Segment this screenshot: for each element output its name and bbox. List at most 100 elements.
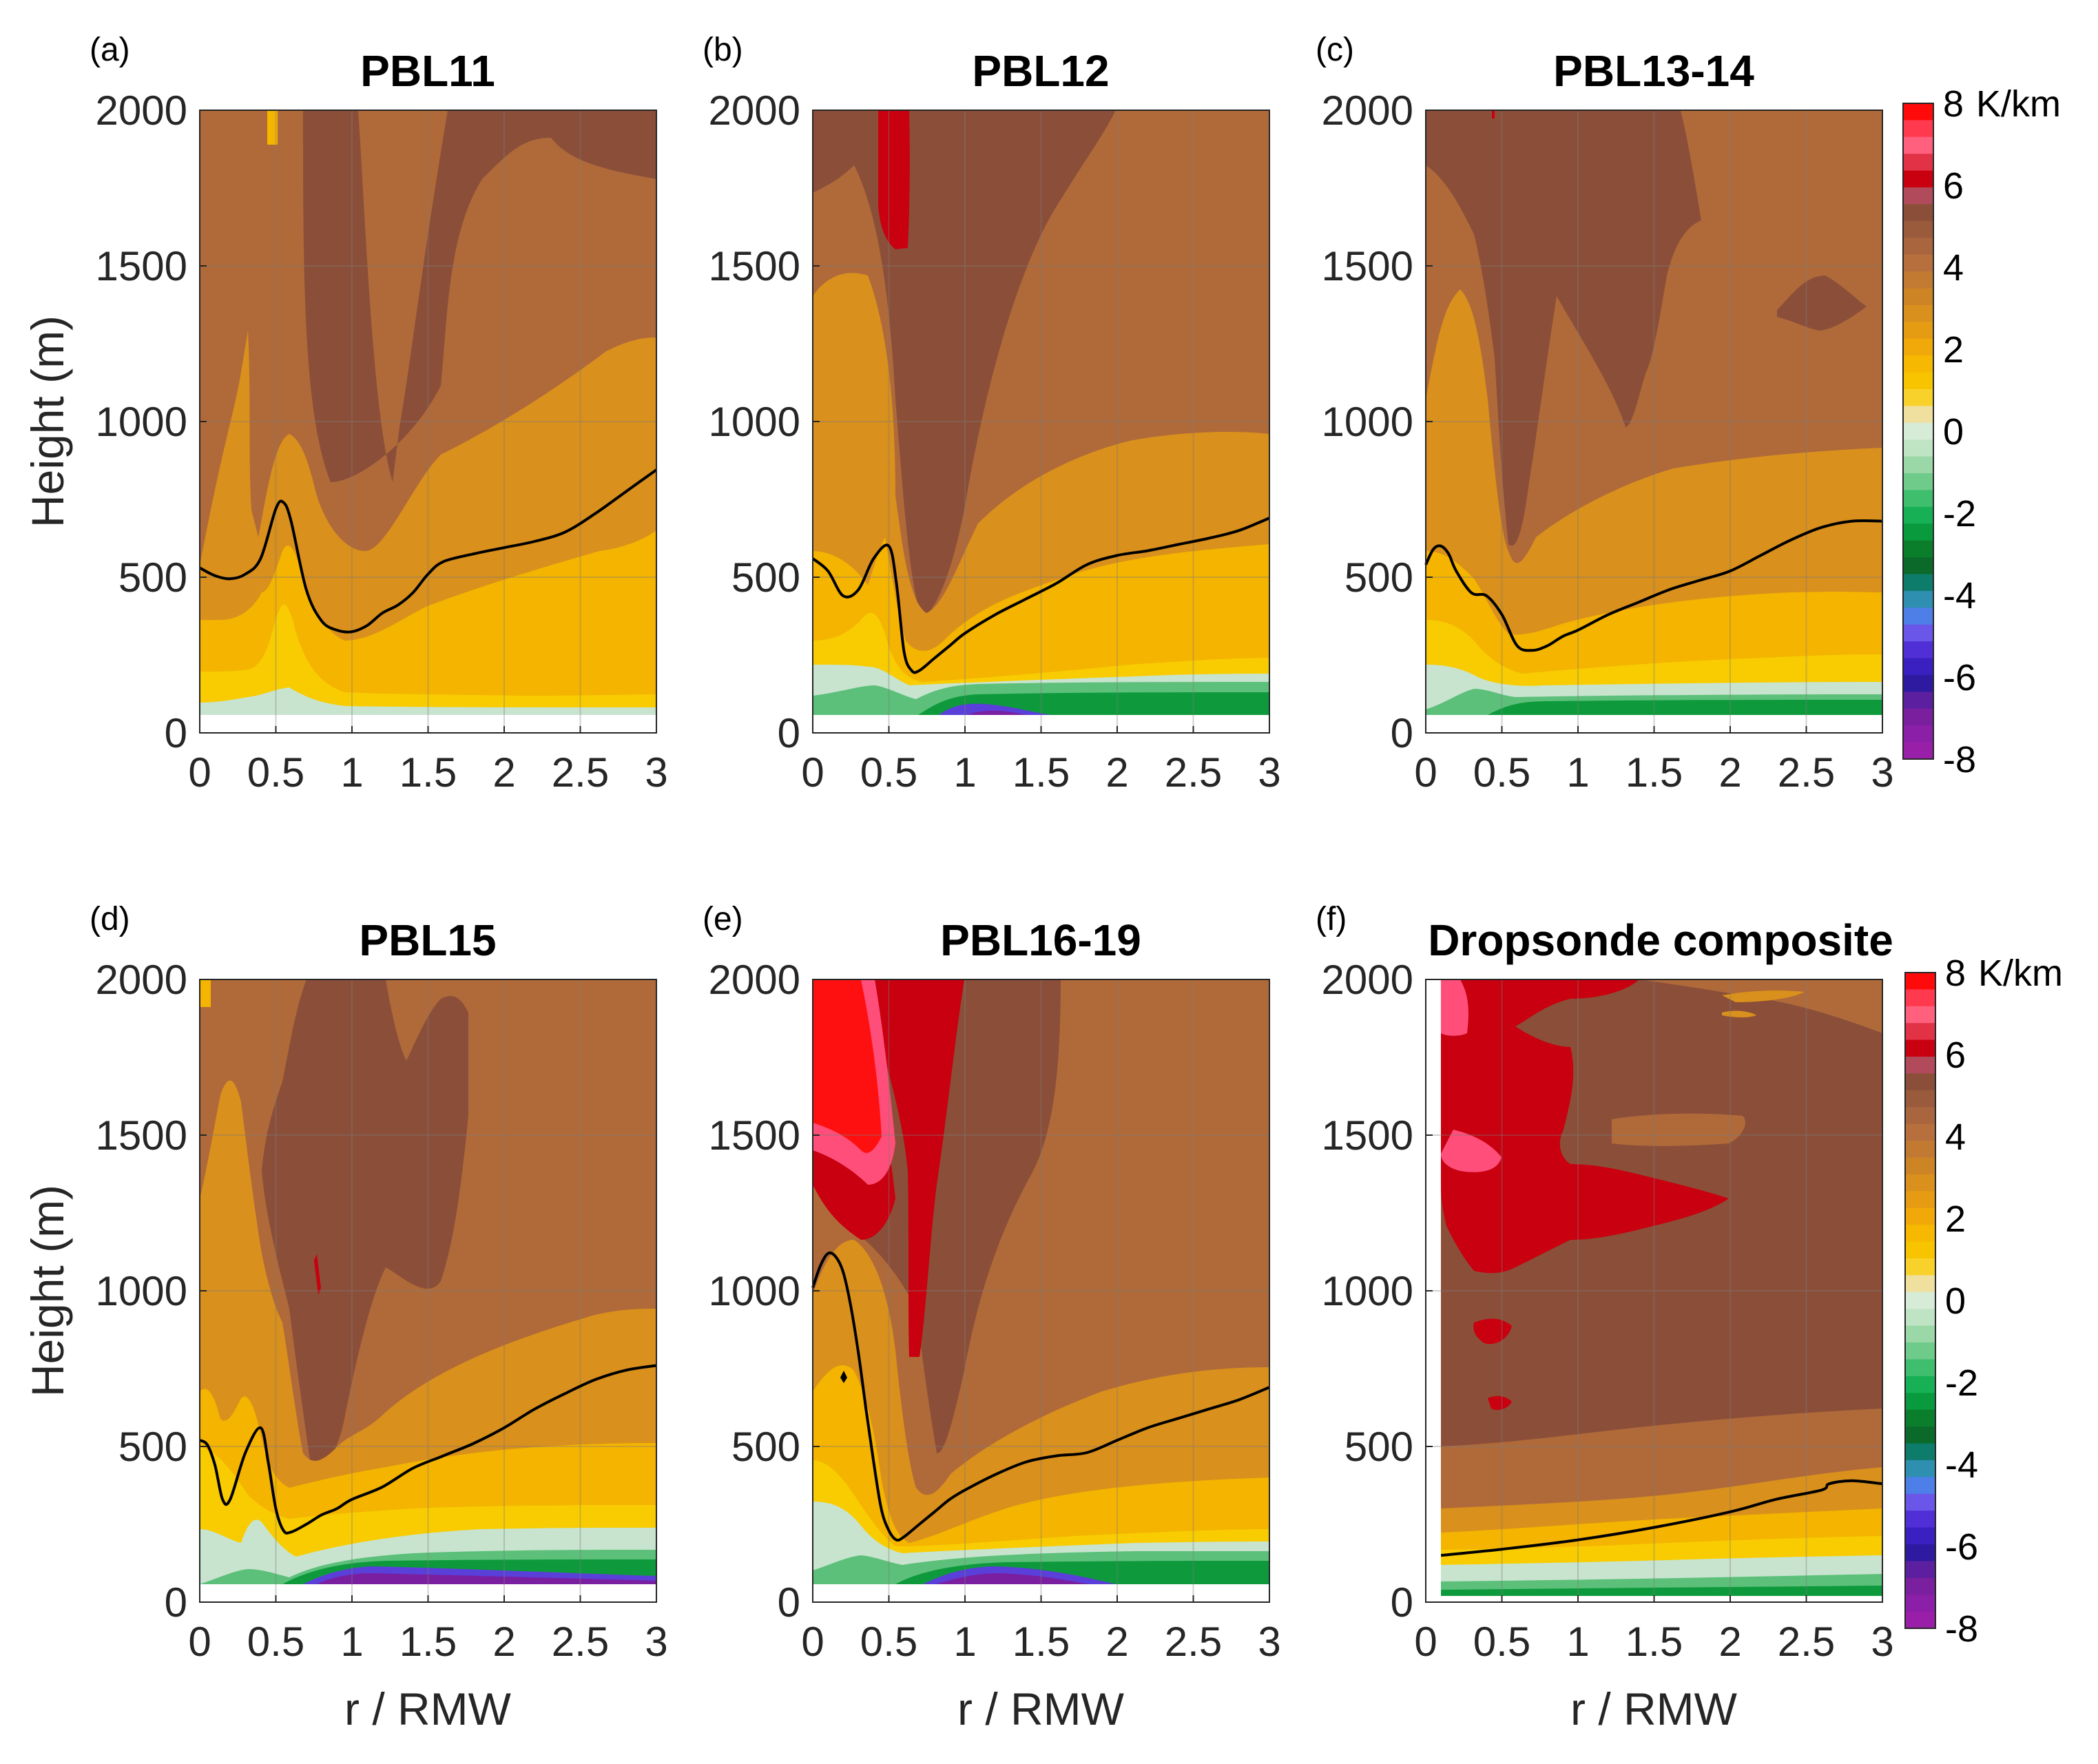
panel-e-zero-isoline <box>811 1251 1270 1542</box>
panel-a-zero-isoline <box>199 468 658 634</box>
panel-e-xtick-label-3: 1.5 <box>1012 1619 1070 1665</box>
colorbar-1-swatch-5 <box>1905 1057 1935 1075</box>
panel-b-xtick-label-5: 2.5 <box>1165 749 1222 796</box>
panel-b-zero-isoline <box>811 517 1270 674</box>
colorbar-0-frame <box>1902 103 1934 760</box>
panel-d-ytick-label-4: 2000 <box>96 957 187 1003</box>
colorbar-0-swatch-27 <box>1903 557 1933 575</box>
panel-c-ytick-label-0: 0 <box>1391 710 1413 756</box>
colorbar-top: 8 6 4 2 0 -2 -4 -6 -8 K/km <box>1902 83 2061 780</box>
colorbar-0-tick-label-4: 0 <box>1943 411 1964 453</box>
panel-b-very-negative-region <box>964 710 1061 716</box>
panel-c-xtick-label-2: 1 <box>1566 749 1589 796</box>
colorbar-bottom: 8 6 4 2 0 -2 -4 -6 -8 K/km <box>1904 953 2063 1650</box>
panel-d-xtick-label-3: 1.5 <box>399 1619 457 1665</box>
panel-e-xtick-label-6: 3 <box>1258 1619 1280 1665</box>
colorbar-0-swatch-33 <box>1903 658 1933 676</box>
panel-d-warm-sliver <box>314 1254 321 1295</box>
panel-d-warm-corner <box>200 979 211 1007</box>
colorbar-1-swatch-37 <box>1905 1595 1935 1612</box>
colorbar-0-swatch-12 <box>1903 304 1933 322</box>
colorbar-0-swatch-30 <box>1903 608 1933 625</box>
panel-d-ticks: 0 0.5 1 1.5 2 2.5 3 0 500 1000 1500 2000 <box>96 957 668 1665</box>
colorbar-1-tick-label-4: 0 <box>1945 1280 1966 1322</box>
panel-b: 0 0.5 1 1.5 2 2.5 3 0 500 1000 1500 2000 PBL12 (b) <box>703 32 1281 796</box>
panel-f-ytick-label-4: 2000 <box>1322 957 1413 1003</box>
panel-b-xtick-label-6: 3 <box>1258 749 1280 796</box>
colorbar-1-swatch-17 <box>1905 1258 1935 1276</box>
panel-f-mid-band-lobe <box>1612 1113 1745 1146</box>
panel-e-xtick-label-1: 0.5 <box>860 1619 917 1665</box>
x-axis-label-e: r / RMW <box>957 1683 1125 1734</box>
colorbar-0-swatch-24 <box>1903 506 1933 524</box>
colorbar-1-swatch-6 <box>1905 1073 1935 1091</box>
panel-a-ytick-label-2: 1000 <box>96 399 187 445</box>
panel-d-letter: (d) <box>90 901 130 937</box>
colorbar-1-swatch-26 <box>1905 1409 1935 1427</box>
colorbar-0-swatch-38 <box>1903 742 1933 760</box>
panel-e-xtick-label-5: 2.5 <box>1165 1619 1222 1665</box>
panel-f-orange-wisp-2 <box>1722 1010 1756 1017</box>
panel-b-ticks: 0 0.5 1 1.5 2 2.5 3 0 500 1000 1500 2000 <box>709 87 1281 796</box>
panel-e-ticks: 0 0.5 1 1.5 2 2.5 3 0 500 1000 1500 2000 <box>709 957 1281 1665</box>
panel-e-xtick-label-4: 2 <box>1105 1619 1128 1665</box>
colorbar-1-tick-label-6: -4 <box>1945 1444 1978 1486</box>
panel-e-ytick-label-0: 0 <box>778 1579 800 1626</box>
panel-f: 0 0.5 1 1.5 2 2.5 3 0 500 1000 1500 2000 Dropsonde … <box>1316 901 1894 1665</box>
colorbar-1-tick-label-2: 4 <box>1945 1117 1966 1158</box>
colorbar-0-swatch-35 <box>1903 692 1933 709</box>
panel-d-xtick-label-6: 3 <box>645 1619 667 1665</box>
panel-a-field <box>200 110 656 733</box>
colorbar-0-swatch-4 <box>1903 170 1933 188</box>
panel-c-letter: (c) <box>1316 32 1354 68</box>
panel-f-xtick-label-5: 2.5 <box>1778 1619 1835 1665</box>
panel-f-red-blob-1 <box>1473 1318 1512 1345</box>
panel-e-xtick-label-2: 1 <box>953 1619 976 1665</box>
x-axis-label-f: r / RMW <box>1570 1683 1738 1734</box>
panel-f-zero-isoline <box>1440 1479 1883 1557</box>
panel-e-title: PBL16-19 <box>940 915 1141 965</box>
y-axis-label-bottom: Height (m) <box>22 1185 73 1397</box>
panel-c-ytick-label-2: 1000 <box>1322 399 1413 445</box>
panel-a-xtick-label-1: 0.5 <box>247 749 304 796</box>
colorbar-0-swatch-6 <box>1903 204 1933 222</box>
panel-f-xtick-label-2: 1 <box>1566 1619 1589 1665</box>
panel-a-warm-spot <box>267 110 278 145</box>
colorbar-0-swatch-2 <box>1903 136 1933 154</box>
colorbar-0-swatch-11 <box>1903 288 1933 306</box>
panel-c-ytick-label-4: 2000 <box>1322 87 1413 134</box>
panel-a-ytick-label-1: 500 <box>118 554 187 601</box>
panel-f-xtick-label-4: 2 <box>1718 1619 1741 1665</box>
colorbar-0-swatch-15 <box>1903 355 1933 373</box>
colorbar-1-tick-label-8: -8 <box>1945 1608 1978 1650</box>
panel-d-xtick-label-5: 2.5 <box>552 1619 609 1665</box>
colorbar-1-swatch-23 <box>1905 1359 1935 1377</box>
panel-a-xtick-label-5: 2.5 <box>552 749 609 796</box>
panel-f-ticks: 0 0.5 1 1.5 2 2.5 3 0 500 1000 1500 2000 <box>1322 957 1894 1665</box>
panel-a-xtick-label-2: 1 <box>340 749 363 796</box>
colorbar-0-tick-label-3: 2 <box>1943 329 1964 371</box>
panel-b-ytick-label-1: 500 <box>731 554 800 601</box>
panel-d-xtick-label-1: 0.5 <box>247 1619 304 1665</box>
colorbar-0-swatch-37 <box>1903 725 1933 743</box>
panel-f-ytick-label-3: 1500 <box>1322 1112 1413 1159</box>
colorbar-0-swatch-18 <box>1903 406 1933 424</box>
colorbar-0-swatch-0 <box>1903 103 1933 121</box>
panel-c-title: PBL13-14 <box>1553 46 1754 96</box>
colorbar-0-swatch-31 <box>1903 624 1933 642</box>
panel-d-ytick-label-1: 500 <box>118 1424 187 1470</box>
panel-c-ticks: 0 0.5 1 1.5 2 2.5 3 0 500 1000 1500 2000 <box>1322 87 1894 796</box>
panel-e-ytick-label-4: 2000 <box>709 957 800 1003</box>
colorbar-1-swatch-36 <box>1905 1577 1935 1595</box>
colorbar-1-swatch-27 <box>1905 1426 1935 1444</box>
colorbar-0-swatch-9 <box>1903 254 1933 272</box>
panel-b-xtick-label-0: 0 <box>801 749 824 796</box>
colorbar-0-swatch-22 <box>1903 473 1933 491</box>
panel-f-ytick-label-2: 1000 <box>1322 1268 1413 1314</box>
colorbar-0-swatch-23 <box>1903 490 1933 508</box>
panel-e-xtick-label-0: 0 <box>801 1619 824 1665</box>
colorbar-0-swatch-1 <box>1903 120 1933 138</box>
colorbar-1-swatch-18 <box>1905 1275 1935 1293</box>
colorbar-1-tick-label-3: 2 <box>1945 1199 1966 1240</box>
